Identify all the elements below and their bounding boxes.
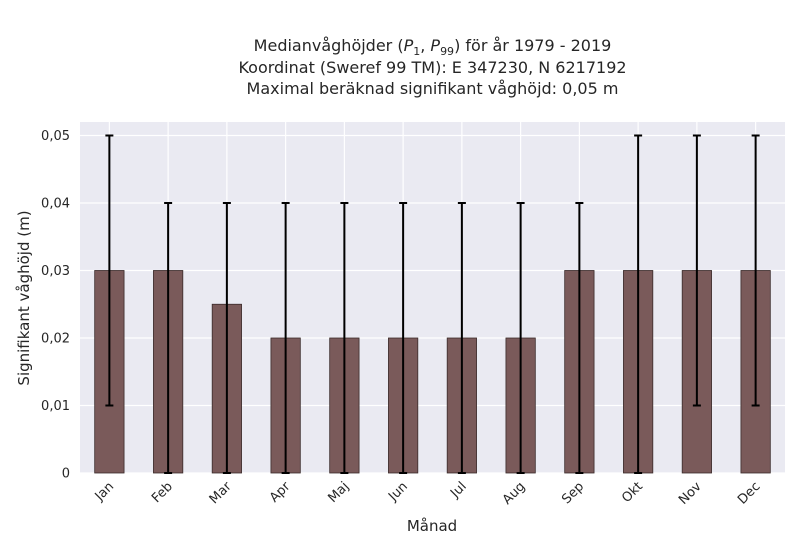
chart-title-line-2: Koordinat (Sweref 99 TM): E 347230, N 62… [238,58,627,77]
chart-title-line-3: Maximal beräknad signifikant våghöjd: 0,… [246,79,619,98]
x-tick-label: Aug [500,479,529,508]
x-tick-label: Apr [267,479,294,506]
x-tick-label: Nov [676,479,705,508]
y-tick-label: 0,05 [41,129,70,144]
x-tick-label: Feb [149,479,176,506]
x-tick-labels: Jan Feb Mar Apr Maj Jun Jul Aug Sep Okt Nov Dec [92,479,764,508]
chart-title-line-1: Medianvåghöjder (P1, P99) för år 1979 - … [253,36,612,59]
x-axis-label: Månad [407,517,457,535]
y-tick-label: 0,04 [41,197,70,212]
y-tick-labels: 0 0,01 0,02 0,03 0,04 0,05 [41,129,70,482]
y-tick-label: 0,02 [41,332,70,347]
y-tick-label: 0,03 [41,264,70,279]
y-tick-label: 0,01 [41,399,70,414]
y-tick-label: 0 [62,467,70,482]
x-tick-label: Maj [325,479,352,506]
plot-area [80,122,785,473]
x-tick-label: Jan [92,479,117,504]
y-axis-label: Signifikant våghöjd (m) [15,210,33,385]
x-tick-label: Jun [385,479,411,505]
x-tick-label: Jul [447,479,469,501]
error-bars [105,134,760,474]
x-tick-label: Dec [735,479,763,507]
x-tick-label: Mar [207,479,235,507]
x-tick-label: Sep [559,479,587,507]
x-tick-label: Okt [619,479,646,506]
